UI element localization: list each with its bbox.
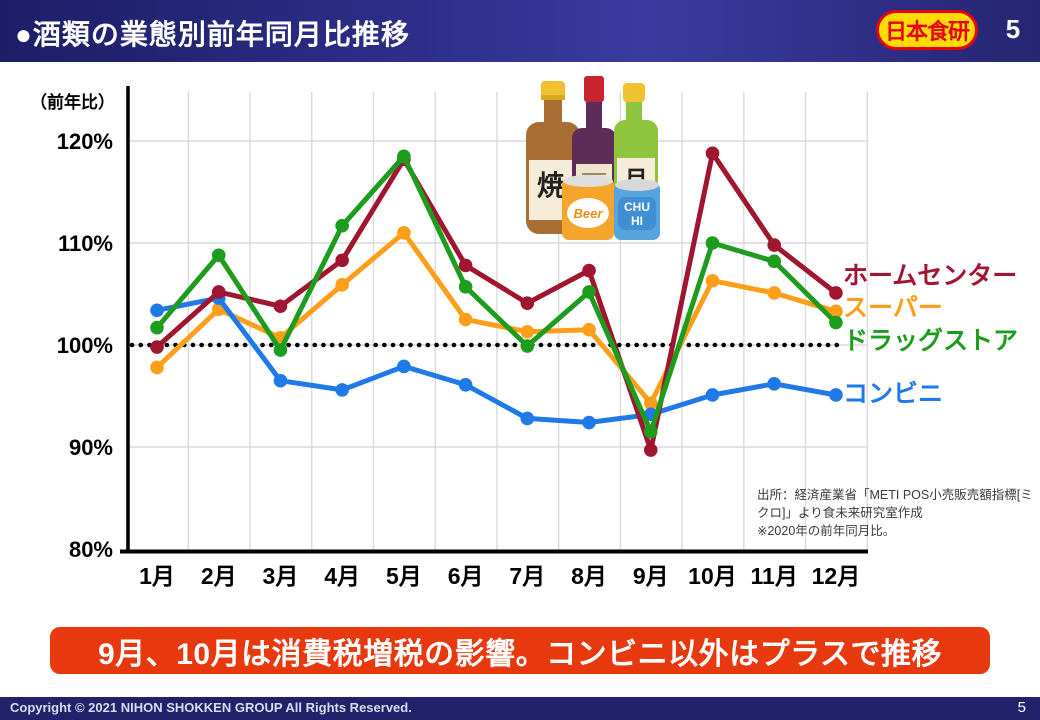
x-axis-tick-label: 3月 <box>263 563 299 589</box>
home-center-data-point <box>273 299 288 314</box>
y-axis-unit-label: （前年比） <box>30 93 115 112</box>
x-axis-tick-label: 6月 <box>448 563 484 589</box>
home-center-data-point <box>767 238 781 252</box>
drug-store-data-point <box>211 248 226 263</box>
convenience-data-point <box>767 376 781 391</box>
super-data-point <box>397 226 411 240</box>
super-data-point <box>705 273 720 288</box>
convenience-data-point <box>335 383 349 397</box>
x-axis-tick-label: 1月 <box>139 563 175 589</box>
source-line: ※2020年の前年同月比。 <box>757 524 896 539</box>
legend-label-drug-store: ドラッグストア <box>843 327 1019 355</box>
legend-label-convenience: コンビニ <box>843 380 944 408</box>
drug-store-data-point <box>829 315 843 330</box>
summary-banner-text: 9月、10月は消費税増税の影響。コンビニ以外はプラスで推移 <box>98 637 942 671</box>
x-axis-tick-label: 9月 <box>633 563 669 589</box>
y-axis-tick-label: 100% <box>57 333 113 358</box>
convenience-data-point <box>458 377 473 392</box>
super-data-point <box>458 312 473 327</box>
x-axis-tick-label: 7月 <box>509 563 545 589</box>
line-chart-canvas: 80% 90% 100% 110% 120% 1月 2月 3月 4月 5月 6月 7月 8月 9月 10月 1… <box>57 86 868 589</box>
source-note: 出所：経済産業省「METI POS小売販売額指標[ミクロ]」より食未来研究室作成… <box>757 486 1039 540</box>
home-center-data-point <box>520 296 535 310</box>
header-bar: ●酒類の業態別前年同月比推移 日本食研 5 <box>0 0 1040 62</box>
shochu-label-character: 焼 <box>537 170 565 201</box>
convenience-data-point <box>150 303 164 318</box>
super-data-point <box>582 322 596 337</box>
home-center-data-point <box>335 253 349 268</box>
super-data-point <box>335 278 349 292</box>
convenience-data-point <box>705 388 720 402</box>
home-center-data-point <box>458 258 473 273</box>
home-center-data-point <box>643 443 658 457</box>
convenience-data-point <box>273 373 288 388</box>
convenience-line <box>154 295 839 425</box>
y-axis-tick-label: 120% <box>57 129 113 154</box>
source-line: 出所：経済産業省「METI POS小売販売額指標[ミクロ]」より食未来研究室作成 <box>757 488 1033 521</box>
alcohol-bottles-illustration: 焼 月 Beer <box>526 76 660 240</box>
footer-page-number: 5 <box>1017 699 1026 716</box>
y-axis-tick-label: 80% <box>69 537 113 562</box>
drug-store-data-point <box>335 218 349 233</box>
y-axis-tick-label: 110% <box>58 231 113 256</box>
drug-store-data-point <box>705 236 720 250</box>
convenience-data-point <box>397 359 411 374</box>
drug-store-data-point <box>767 254 781 269</box>
convenience-data-point <box>582 415 596 430</box>
drug-store-data-point <box>643 424 658 439</box>
x-axis-tick-label: 5月 <box>386 563 422 589</box>
drug-store-data-point <box>273 343 288 357</box>
home-center-data-point <box>211 285 226 299</box>
beer-can: Beer <box>562 175 614 240</box>
x-axis-tick-label: 11月 <box>751 563 798 589</box>
home-center-data-point <box>829 286 843 300</box>
drug-store-data-point <box>582 285 596 299</box>
y-axis-tick-label: 90% <box>69 435 113 460</box>
chuhi-can-label-line2: HI <box>631 214 643 228</box>
legend-label-super: スーパー <box>843 294 943 322</box>
chuhi-can-label-line1: CHU <box>624 200 650 214</box>
x-axis-tick-label: 2月 <box>201 563 237 589</box>
super-data-point <box>520 324 535 339</box>
home-center-line <box>154 150 839 453</box>
super-data-point <box>829 304 843 319</box>
nihon-shokken-logo: 日本食研 <box>876 10 978 50</box>
logo-text: 日本食研 <box>884 19 970 44</box>
x-axis-tick-label: 4月 <box>324 563 360 589</box>
drug-store-data-point <box>397 149 411 164</box>
drug-store-data-point <box>150 320 164 335</box>
super-data-point <box>150 360 164 375</box>
copyright-text: Copyright © 2021 NIHON SHOKKEN GROUP All… <box>10 700 412 715</box>
header-page-number: 5 <box>1005 14 1021 44</box>
x-axis-tick-label: 10月 <box>688 563 737 589</box>
chuhi-can: CHU HI <box>614 179 660 240</box>
drug-store-data-point <box>520 339 535 353</box>
super-data-point <box>643 396 658 410</box>
legend-label-home-center: ホームセンター <box>843 262 1018 290</box>
footer-bar: Copyright © 2021 NIHON SHOKKEN GROUP All… <box>0 697 1040 720</box>
convenience-data-point <box>829 388 843 402</box>
drug-store-data-point <box>458 280 473 294</box>
beer-can-label: Beer <box>574 206 604 221</box>
home-center-data-point <box>150 340 164 354</box>
summary-banner: 9月、10月は消費税増税の影響。コンビニ以外はプラスで推移 <box>50 627 990 674</box>
home-center-data-point <box>582 263 596 278</box>
convenience-data-point <box>520 411 535 426</box>
home-center-data-point <box>705 146 720 161</box>
x-axis-tick-label: 12月 <box>812 563 861 589</box>
super-data-point <box>767 286 781 300</box>
drug-store-line <box>154 153 839 435</box>
x-axis-tick-label: 8月 <box>571 563 607 589</box>
slide-title: ●酒類の業態別前年同月比推移 <box>15 19 410 50</box>
